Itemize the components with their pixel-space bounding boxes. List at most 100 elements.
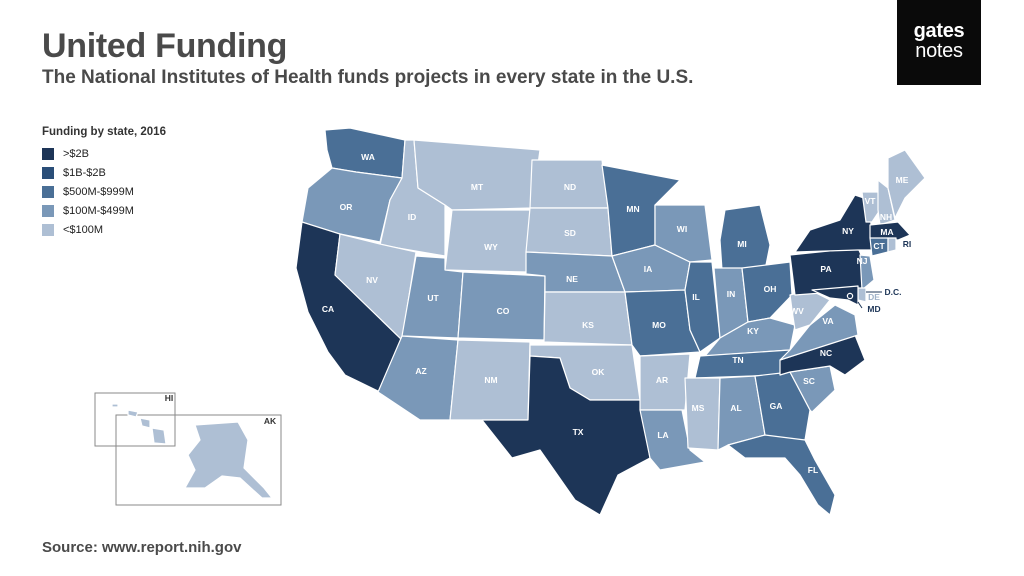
- state-ks[interactable]: [543, 291, 633, 346]
- logo-line-gates: gates: [913, 20, 965, 42]
- label-ca: CA: [322, 304, 334, 314]
- state-or[interactable]: [301, 167, 403, 243]
- state-hi[interactable]: [111, 403, 167, 445]
- legend-swatch: [42, 166, 54, 179]
- map-legend: Funding by state, 2016 >$2B $1B-$2B $500…: [42, 126, 166, 239]
- label-ky: KY: [747, 326, 759, 336]
- label-wy: WY: [484, 242, 498, 252]
- legend-label: $500M-$999M: [63, 185, 134, 198]
- label-md: MD: [867, 304, 880, 314]
- label-pa: PA: [820, 264, 831, 274]
- label-in: IN: [727, 289, 736, 299]
- legend-item-1b-2b: $1B-$2B: [42, 163, 166, 182]
- label-sd: SD: [564, 228, 576, 238]
- state-tx[interactable]: [481, 355, 651, 516]
- legend-item-over-2b: >$2B: [42, 144, 166, 163]
- label-ar: AR: [656, 375, 668, 385]
- label-ne: NE: [566, 274, 578, 284]
- label-ny: NY: [842, 226, 854, 236]
- label-nc: NC: [820, 348, 832, 358]
- state-la[interactable]: [639, 409, 706, 471]
- state-oh[interactable]: [741, 261, 793, 323]
- state-md[interactable]: [811, 285, 859, 306]
- label-nv: NV: [366, 275, 378, 285]
- label-ak: AK: [264, 416, 277, 426]
- legend-item-500m-999m: $500M-$999M: [42, 182, 166, 201]
- state-il[interactable]: [684, 261, 721, 353]
- state-me[interactable]: [887, 149, 926, 219]
- state-ri[interactable]: [887, 237, 897, 253]
- state-ny[interactable]: [794, 194, 873, 253]
- label-ut: UT: [427, 293, 439, 303]
- state-ma[interactable]: [869, 221, 911, 241]
- label-ct: CT: [873, 241, 885, 251]
- source-note: Source: www.report.nih.gov: [42, 539, 242, 556]
- label-dc: D.C.: [885, 287, 902, 297]
- state-ms[interactable]: [684, 377, 721, 451]
- label-nj: NJ: [857, 256, 868, 266]
- state-mi[interactable]: [719, 204, 771, 271]
- legend-title: Funding by state, 2016: [42, 126, 166, 138]
- state-ak[interactable]: [184, 421, 273, 499]
- label-la: LA: [657, 430, 668, 440]
- state-labels: WA OR CA ID NV MT WY UT AZ CO NM ND SD N…: [165, 152, 912, 475]
- label-nd: ND: [564, 182, 576, 192]
- label-mi: MI: [737, 239, 746, 249]
- legend-item-100m-499m: $100M-$499M: [42, 201, 166, 220]
- label-hi: HI: [165, 393, 174, 403]
- state-dc[interactable]: [846, 292, 854, 300]
- legend-swatch: [42, 204, 54, 217]
- state-wy[interactable]: [444, 209, 533, 273]
- legend-label: >$2B: [63, 147, 89, 160]
- label-ia: IA: [644, 264, 653, 274]
- label-co: CO: [497, 306, 510, 316]
- label-id: ID: [408, 212, 417, 222]
- label-ri: RI: [903, 239, 912, 249]
- hawaii-inset-frame: [94, 392, 176, 447]
- label-va: VA: [822, 316, 833, 326]
- label-az: AZ: [415, 366, 426, 376]
- legend-item-under-100m: <$100M: [42, 220, 166, 239]
- label-fl: FL: [808, 465, 818, 475]
- legend-swatch: [42, 185, 54, 198]
- state-nc[interactable]: [779, 334, 866, 376]
- label-mt: MT: [471, 182, 484, 192]
- state-vt[interactable]: [861, 191, 881, 223]
- legend-swatch: [42, 147, 54, 160]
- label-nh: NH: [880, 212, 892, 222]
- label-mn: MN: [626, 204, 639, 214]
- label-oh: OH: [764, 284, 777, 294]
- logo-line-notes: notes: [915, 40, 963, 62]
- label-de: DE: [868, 292, 880, 302]
- label-sc: SC: [803, 376, 815, 386]
- alaska-inset-frame: [115, 414, 282, 506]
- label-al: AL: [730, 403, 741, 413]
- label-tn: TN: [732, 355, 743, 365]
- state-fl[interactable]: [727, 434, 836, 516]
- label-nm: NM: [484, 375, 497, 385]
- label-me: ME: [896, 175, 909, 185]
- state-az[interactable]: [377, 335, 459, 421]
- label-ga: GA: [770, 401, 783, 411]
- label-or: OR: [340, 202, 353, 212]
- label-wa: WA: [361, 152, 375, 162]
- legend-swatch: [42, 223, 54, 236]
- label-wv: WV: [790, 306, 804, 316]
- gates-notes-logo[interactable]: gates notes: [897, 0, 981, 85]
- label-mo: MO: [652, 320, 666, 330]
- label-ks: KS: [582, 320, 594, 330]
- label-wi: WI: [677, 224, 687, 234]
- label-il: IL: [692, 292, 700, 302]
- label-tx: TX: [573, 427, 584, 437]
- state-nh[interactable]: [877, 179, 896, 226]
- label-ms: MS: [692, 403, 705, 413]
- state-de[interactable]: [857, 287, 867, 303]
- page-subtitle: The National Institutes of Health funds …: [42, 67, 694, 88]
- state-wi[interactable]: [654, 204, 713, 263]
- label-ma: MA: [880, 227, 893, 237]
- page-title: United Funding: [42, 27, 288, 65]
- legend-label: $1B-$2B: [63, 166, 106, 179]
- legend-label: $100M-$499M: [63, 204, 134, 217]
- state-nj[interactable]: [859, 254, 875, 291]
